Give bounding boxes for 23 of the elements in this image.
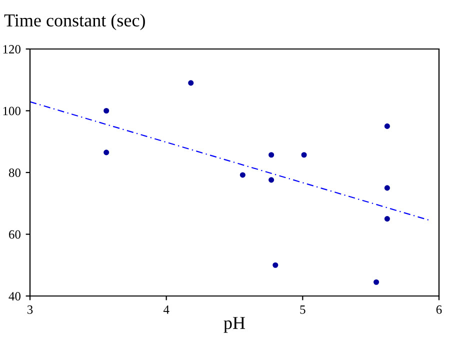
point (384, 216, 390, 222)
point (268, 177, 274, 183)
point (384, 123, 390, 129)
point (104, 150, 110, 156)
point (374, 279, 380, 285)
x-tick-label: 5 (300, 306, 306, 314)
x-tick-label: 3 (27, 305, 33, 314)
point (272, 262, 278, 268)
point (240, 172, 246, 178)
point (268, 152, 274, 158)
x-tick-label: 4 (163, 305, 170, 314)
y-tick-label: 100 (3, 106, 20, 116)
y-tick-label: 80 (8, 168, 20, 177)
y-tick-label: 120 (3, 45, 20, 54)
point (384, 185, 390, 191)
point (104, 108, 110, 114)
point (188, 80, 194, 86)
x-tick-label: 6 (436, 305, 442, 314)
y-axis-title: Time constant (sec) (4, 14, 145, 30)
point (301, 152, 307, 158)
y-tick-label: 60 (9, 230, 20, 239)
x-axis-title: pH (224, 317, 246, 333)
y-tick-label: 40 (8, 292, 20, 300)
